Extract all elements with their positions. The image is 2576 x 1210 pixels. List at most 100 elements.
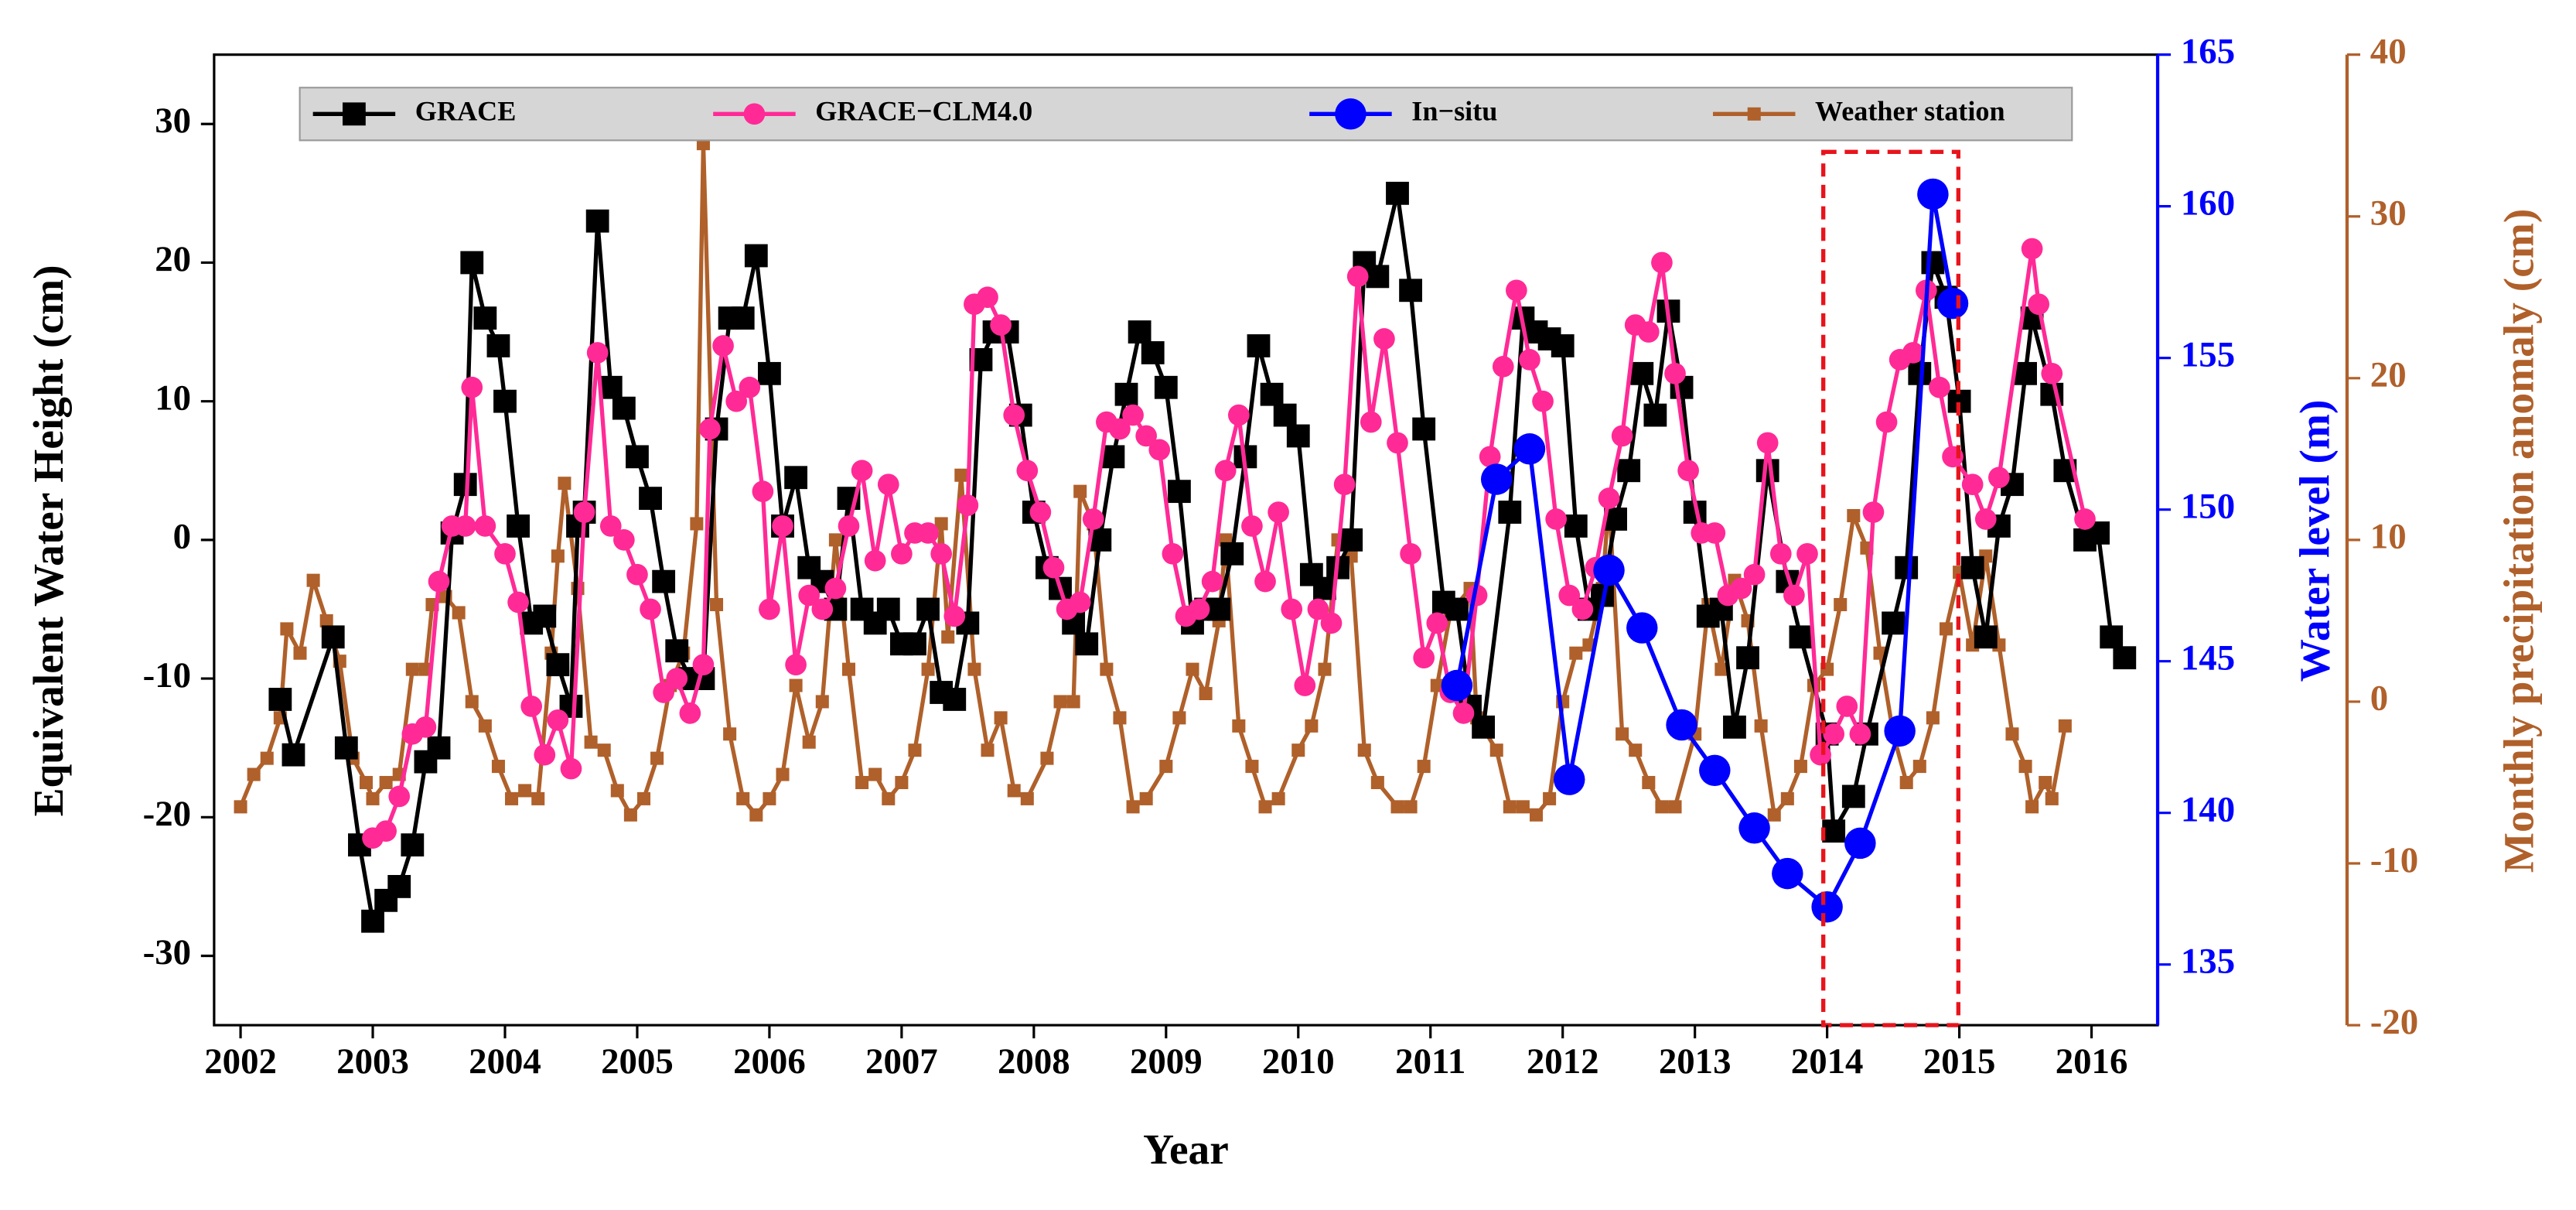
- marker: [1305, 719, 1319, 733]
- marker: [1167, 480, 1191, 504]
- marker: [739, 376, 761, 398]
- marker: [1699, 754, 1731, 787]
- marker: [626, 445, 649, 469]
- marker: [247, 767, 261, 781]
- marker: [1988, 467, 2010, 489]
- marker: [1543, 791, 1557, 805]
- marker: [1227, 404, 1250, 426]
- marker: [1135, 425, 1158, 447]
- marker: [1441, 669, 1473, 702]
- marker: [1519, 349, 1540, 371]
- marker: [838, 515, 860, 537]
- marker: [1506, 279, 1527, 302]
- marker: [1862, 501, 1885, 523]
- marker: [954, 468, 968, 482]
- marker: [1258, 800, 1272, 814]
- marker: [1480, 463, 1513, 495]
- y3-axis-label: Monthly precipitation anomaly (cm): [2496, 209, 2543, 873]
- marker: [1769, 542, 1792, 565]
- marker: [1743, 563, 1766, 586]
- y2-tick-label: 155: [2181, 334, 2235, 374]
- marker: [2018, 760, 2032, 774]
- marker: [1598, 487, 1620, 509]
- marker: [943, 605, 966, 627]
- y-tick-label: -30: [143, 932, 191, 972]
- marker: [1611, 425, 1633, 447]
- marker: [1736, 646, 1759, 670]
- marker: [2028, 293, 2050, 316]
- marker: [1066, 695, 1080, 709]
- y2-axis-label: Water level (m): [2291, 400, 2338, 682]
- x-tick-label: 2016: [2056, 1041, 2128, 1082]
- marker: [1492, 356, 1514, 378]
- marker: [2041, 362, 2063, 385]
- marker: [1960, 555, 1984, 579]
- marker: [1335, 98, 1366, 130]
- marker: [2100, 625, 2124, 649]
- marker: [1961, 473, 1984, 496]
- marker: [1498, 501, 1522, 524]
- marker: [679, 702, 701, 724]
- marker: [379, 775, 393, 790]
- marker: [359, 775, 374, 790]
- marker: [626, 563, 648, 586]
- y2-tick-label: 150: [2181, 486, 2235, 526]
- marker: [1754, 719, 1768, 733]
- marker: [994, 711, 1008, 725]
- y2-tick-label: 160: [2181, 183, 2235, 223]
- marker: [785, 654, 807, 676]
- marker: [1936, 287, 1969, 320]
- legend-box: [299, 87, 2073, 142]
- marker: [798, 584, 821, 607]
- marker: [1529, 808, 1544, 822]
- marker: [1294, 675, 1316, 696]
- marker: [1558, 584, 1581, 607]
- marker: [1387, 432, 1408, 454]
- marker: [1417, 760, 1431, 774]
- y3-tick-label: 10: [2370, 517, 2407, 557]
- marker: [546, 653, 570, 677]
- marker: [1895, 555, 1919, 579]
- x-tick-label: 2002: [204, 1041, 277, 1082]
- marker: [507, 514, 530, 538]
- marker: [558, 477, 571, 490]
- marker: [1664, 362, 1686, 385]
- marker: [1783, 584, 1805, 607]
- y2-tick-label: 140: [2181, 789, 2235, 829]
- marker: [908, 743, 922, 757]
- y-tick-label: 10: [155, 378, 191, 418]
- marker: [1899, 775, 1913, 790]
- marker: [1503, 800, 1517, 814]
- marker: [342, 102, 366, 126]
- marker: [1413, 647, 1435, 669]
- marker: [1834, 597, 1848, 612]
- marker: [280, 622, 294, 636]
- marker: [387, 874, 411, 898]
- marker: [454, 515, 476, 537]
- marker: [640, 598, 661, 620]
- y-axis-label: Equivalent Water Height (cm): [25, 265, 72, 816]
- marker: [943, 688, 967, 711]
- y3-tick-label: 0: [2370, 678, 2388, 719]
- marker: [1073, 484, 1087, 498]
- marker: [1630, 361, 1654, 385]
- marker: [1307, 598, 1329, 620]
- marker: [752, 480, 774, 502]
- marker: [2113, 646, 2137, 670]
- x-tick-label: 2005: [601, 1041, 674, 1082]
- marker: [612, 396, 636, 420]
- marker: [507, 591, 529, 614]
- marker: [1643, 403, 1667, 427]
- marker: [1554, 764, 1585, 795]
- x-tick-label: 2014: [1791, 1041, 1864, 1082]
- x-tick-label: 2007: [865, 1041, 938, 1082]
- marker: [1220, 542, 1244, 566]
- marker: [1823, 723, 1845, 745]
- y2-tick-label: 145: [2181, 637, 2235, 678]
- marker: [531, 791, 545, 805]
- marker: [520, 696, 543, 717]
- marker: [2021, 238, 2043, 260]
- marker: [1373, 328, 1395, 350]
- marker: [1320, 612, 1343, 634]
